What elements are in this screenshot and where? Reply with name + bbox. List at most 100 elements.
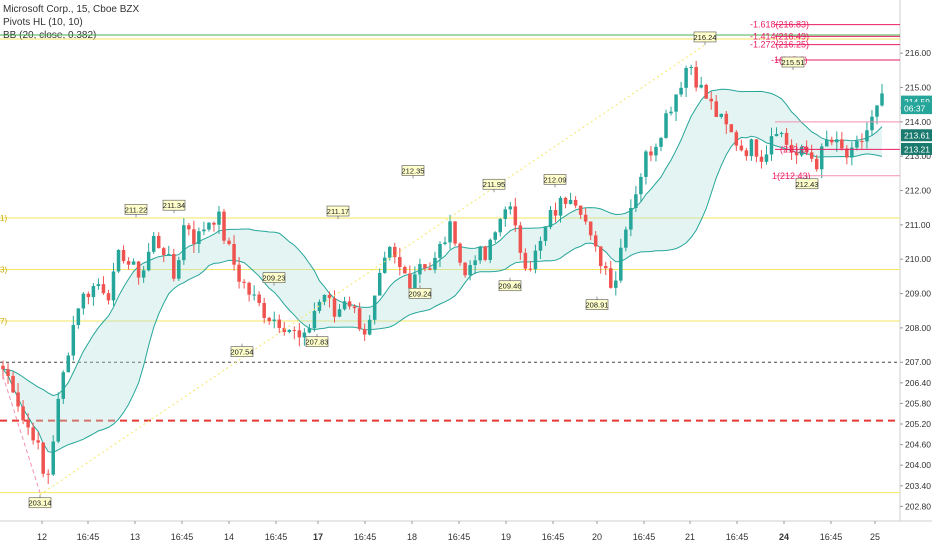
candle-body: [870, 116, 874, 131]
candle-body: [759, 156, 764, 162]
candle-body: [860, 141, 864, 143]
candle-body: [403, 267, 407, 274]
candle-body: [729, 124, 734, 133]
pivot-label: 203.14: [29, 499, 52, 508]
candle-body: [327, 294, 332, 299]
candle-body: [408, 273, 412, 289]
candle-body: [6, 369, 10, 376]
candle-body: [679, 87, 683, 95]
candle-body: [31, 427, 35, 441]
pivot-label-box: [262, 272, 286, 283]
candle-body: [614, 280, 618, 288]
candle-body: [845, 148, 849, 158]
candle-body: [388, 246, 392, 258]
candle-body: [182, 225, 186, 261]
candle-body: [418, 264, 422, 275]
pivot-label: 212.09: [544, 175, 567, 184]
candle-body: [563, 197, 568, 204]
candle-body: [754, 139, 759, 157]
legend-pivots[interactable]: Pivots HL (10, 10): [3, 17, 83, 28]
candle-body: [744, 150, 749, 157]
time-tick-label: 16:45: [77, 532, 100, 542]
price-tick-label: 215.00: [905, 83, 931, 93]
candle-body: [398, 257, 402, 268]
candle-body: [16, 392, 20, 407]
pivot-label-box: [585, 299, 609, 310]
candle-body: [217, 211, 221, 225]
price-tick-label: 202.80: [905, 501, 931, 511]
candle-body: [141, 270, 146, 278]
candle-body: [659, 137, 663, 147]
candle-body: [66, 355, 71, 373]
time-tick-label: 16:45: [171, 532, 194, 542]
time-tick-label: 19: [501, 532, 511, 542]
candle-body: [11, 375, 15, 393]
pivot-label: 209.46: [499, 282, 522, 291]
time-tick-label: 16:45: [448, 532, 471, 542]
bb-mid-badge: 213.21: [904, 144, 930, 154]
candle-body: [598, 246, 603, 267]
candle-body: [639, 176, 643, 195]
time-tick-label: 16:45: [542, 532, 565, 542]
candle-body: [714, 101, 719, 117]
candle-body: [764, 154, 769, 162]
candle-body: [262, 302, 266, 318]
candle-body: [192, 229, 196, 244]
candle-body: [558, 197, 563, 216]
candle-body: [393, 246, 397, 258]
price-tick-label: 204.60: [905, 440, 931, 450]
candle-body: [282, 327, 287, 333]
candle-body: [684, 68, 688, 88]
candle-body: [56, 398, 61, 442]
candle-body: [297, 330, 302, 338]
candle-body: [824, 139, 829, 147]
candle-body: [337, 309, 342, 317]
candle-body: [342, 301, 347, 310]
candle-body: [814, 158, 819, 170]
candle-body: [503, 209, 508, 219]
candle-body: [1, 365, 5, 370]
legend-symbol[interactable]: Microsoft Corp., 15, Cboe BZX: [3, 4, 140, 15]
price-tick-label: 216.00: [905, 48, 931, 58]
pivot-label-box: [305, 336, 329, 348]
candle-body: [619, 247, 623, 281]
time-tick-label: 16:45: [820, 532, 843, 542]
level-edge-mark: 7): [0, 317, 7, 326]
candle-body: [322, 294, 327, 302]
pivot-label: 209.23: [263, 274, 286, 283]
candle-body: [588, 221, 593, 236]
candle-body: [629, 207, 633, 230]
candle-body: [116, 249, 121, 272]
candle-body: [252, 294, 256, 296]
candle-body: [493, 232, 497, 240]
candle-body: [538, 240, 543, 251]
price-tick-label: 210.00: [905, 254, 931, 264]
candle-body: [382, 257, 387, 273]
candle-body: [719, 113, 724, 117]
candle-body: [86, 293, 91, 298]
time-tick-label: 16:45: [265, 532, 288, 542]
level-edge-mark: 1): [0, 214, 7, 223]
pivot-label-box: [401, 165, 425, 176]
pivot-label-box: [124, 204, 148, 215]
candle-body: [317, 301, 322, 311]
time-tick-label: 21: [685, 532, 695, 542]
bollinger-band-fill: [3, 89, 882, 453]
candle-body: [809, 152, 814, 159]
pivot-label-box: [28, 497, 52, 509]
price-tick-label: 209.00: [905, 289, 931, 299]
fib-level-label: (213.2): [780, 144, 809, 154]
candle-body: [136, 261, 141, 278]
candle-body: [307, 328, 312, 333]
candle-body: [202, 229, 206, 232]
candle-body: [840, 139, 844, 149]
time-tick-label: 24: [779, 532, 789, 542]
pivot-label-box: [230, 346, 254, 357]
candle-body: [101, 284, 106, 294]
candle-body: [880, 93, 884, 106]
candle-body: [362, 329, 367, 335]
candle-body: [272, 319, 276, 322]
time-tick-label: 12: [37, 532, 47, 542]
candle-body: [131, 261, 136, 265]
